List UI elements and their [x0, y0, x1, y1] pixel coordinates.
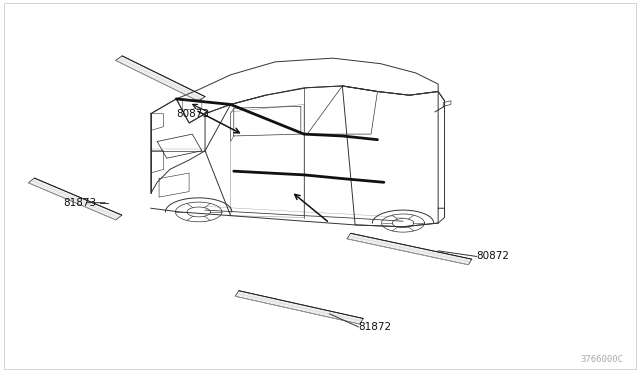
- Text: 80873: 80873: [176, 109, 209, 119]
- Polygon shape: [235, 291, 364, 324]
- Polygon shape: [347, 233, 472, 265]
- Text: 81872: 81872: [358, 322, 392, 332]
- Text: 81873: 81873: [63, 198, 97, 208]
- Text: 80872: 80872: [476, 251, 509, 262]
- Polygon shape: [116, 56, 205, 101]
- Polygon shape: [28, 178, 122, 220]
- Text: 3766000C: 3766000C: [580, 355, 623, 364]
